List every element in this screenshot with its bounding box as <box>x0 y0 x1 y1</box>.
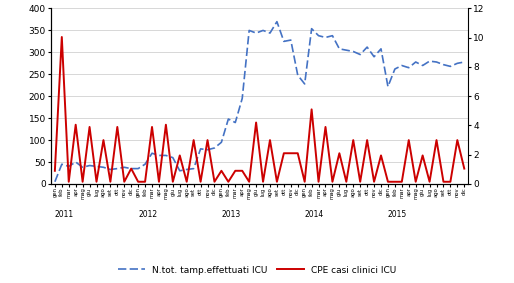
CPE casi clinici ICU <box>170 180 176 183</box>
N.tot. tamp.effettuati ICU <box>121 166 127 169</box>
Line: N.tot. tamp.effettuati ICU: N.tot. tamp.effettuati ICU <box>55 22 464 182</box>
CPE casi clinici ICU <box>59 35 65 39</box>
CPE casi clinici ICU <box>135 180 141 183</box>
N.tot. tamp.effettuati ICU <box>183 168 190 171</box>
CPE casi clinici ICU <box>197 180 204 183</box>
Legend: N.tot. tamp.effettuati ICU, CPE casi clinici ICU: N.tot. tamp.effettuati ICU, CPE casi cli… <box>114 262 400 278</box>
N.tot. tamp.effettuati ICU <box>156 154 162 157</box>
CPE casi clinici ICU <box>183 180 190 183</box>
Line: CPE casi clinici ICU: CPE casi clinici ICU <box>55 37 464 182</box>
N.tot. tamp.effettuati ICU <box>461 60 467 64</box>
CPE casi clinici ICU <box>52 169 58 173</box>
N.tot. tamp.effettuati ICU <box>316 34 322 37</box>
CPE casi clinici ICU <box>66 180 72 183</box>
N.tot. tamp.effettuati ICU <box>52 180 58 183</box>
N.tot. tamp.effettuati ICU <box>274 20 280 23</box>
CPE casi clinici ICU <box>205 138 211 142</box>
N.tot. tamp.effettuati ICU <box>191 167 197 170</box>
CPE casi clinici ICU <box>322 125 328 128</box>
CPE casi clinici ICU <box>461 167 467 170</box>
N.tot. tamp.effettuati ICU <box>170 156 176 159</box>
